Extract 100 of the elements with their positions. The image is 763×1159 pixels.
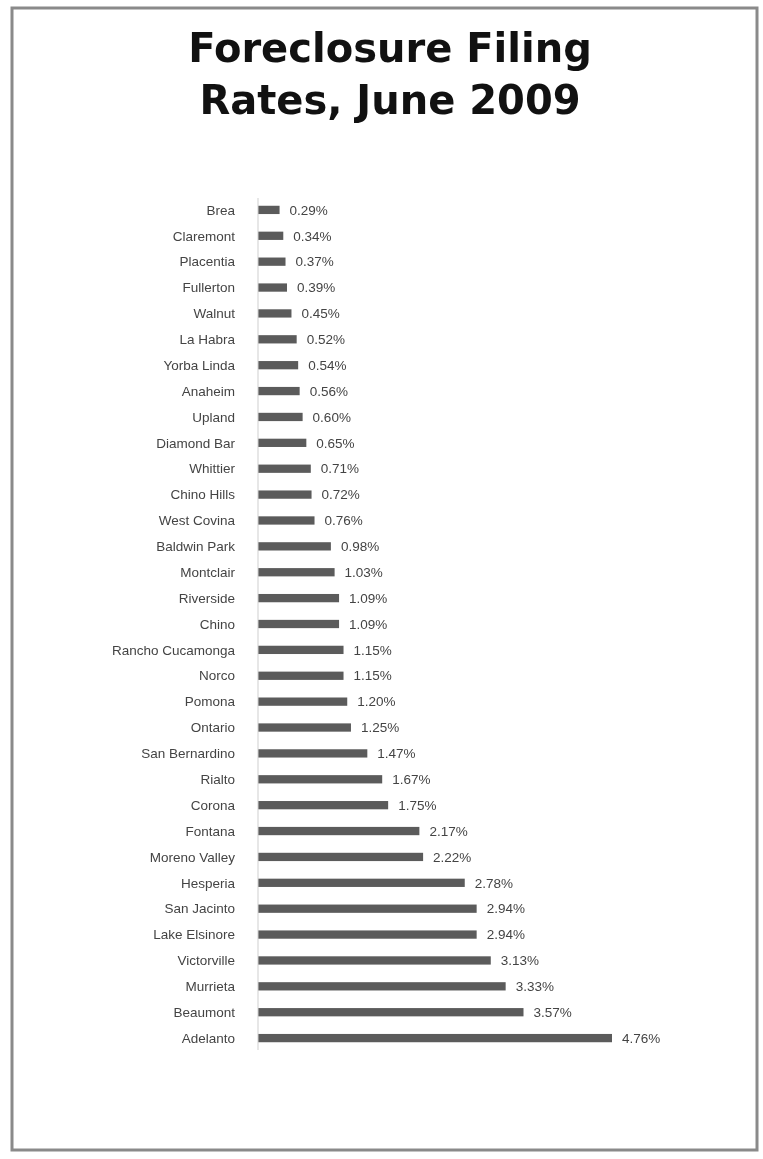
data-label: 0.54%: [308, 357, 347, 373]
data-label: 0.45%: [301, 306, 340, 322]
bar: [258, 775, 383, 784]
bar: [258, 956, 491, 965]
bar: [258, 697, 348, 706]
data-label: 1.20%: [357, 694, 396, 710]
data-label: 1.67%: [392, 772, 431, 788]
data-label: 2.94%: [486, 927, 525, 943]
y-tick-label: Fontana: [185, 823, 236, 839]
bar: [258, 749, 368, 758]
data-label: 0.72%: [321, 487, 360, 503]
bar: [258, 982, 506, 991]
data-label: 1.25%: [360, 720, 400, 736]
data-label: 1.15%: [353, 642, 392, 658]
data-label: 0.76%: [324, 513, 363, 529]
y-tick-label: Norco: [198, 668, 235, 684]
bar: [258, 645, 344, 655]
bar: [258, 671, 344, 680]
y-tick-label: Lake Elsinore: [153, 927, 235, 943]
y-tick-label: Ontario: [190, 720, 235, 736]
y-tick-label: Chino: [199, 616, 235, 632]
data-label: 1.03%: [344, 564, 383, 580]
y-tick-label: Rialto: [200, 772, 235, 788]
data-label: 1.09%: [349, 590, 388, 606]
y-tick-label: Yorba Linda: [163, 357, 236, 373]
data-label: 3.33%: [515, 979, 554, 995]
bar: [258, 231, 284, 240]
bar: [258, 878, 465, 887]
chart-title: Foreclosure Filing Rates, June 2009: [188, 25, 592, 123]
data-label: 1.09%: [349, 616, 388, 632]
y-tick-label: Hesperia: [180, 875, 236, 891]
bar: [258, 542, 331, 551]
data-label: 0.98%: [340, 539, 380, 555]
bar: [258, 1008, 524, 1017]
data-label: 4.76%: [622, 1030, 661, 1046]
bar: [258, 438, 307, 447]
data-label: 0.56%: [309, 383, 348, 399]
data-label: 3.57%: [533, 1004, 572, 1020]
bar: [258, 593, 340, 603]
y-tick-label: Beaumont: [173, 1004, 236, 1020]
y-tick-label: San Bernardino: [141, 746, 235, 762]
bar: [258, 412, 303, 422]
y-tick-label: La Habra: [179, 332, 236, 348]
data-label: 1.15%: [353, 668, 392, 684]
bar: [258, 568, 335, 577]
data-label: 2.17%: [429, 823, 468, 839]
data-label: 0.60%: [312, 409, 351, 425]
y-tick-label: Placentia: [179, 254, 236, 270]
bar: [258, 1033, 612, 1043]
data-label: 0.39%: [297, 280, 336, 296]
y-tick-label: Whittier: [189, 461, 236, 477]
data-label: 1.47%: [377, 746, 416, 762]
y-tick-label: Moreno Valley: [149, 849, 236, 865]
y-tick-label: Fullerton: [182, 280, 235, 296]
y-tick-label: Murrieta: [185, 979, 236, 995]
y-tick-label: San Jacinto: [164, 901, 235, 917]
data-label: 0.34%: [293, 228, 332, 244]
data-label: 0.65%: [316, 435, 355, 451]
y-tick-label: Riverside: [178, 590, 235, 606]
bar: [258, 335, 297, 344]
y-tick-label: Montclair: [180, 564, 236, 580]
bar: [258, 490, 312, 499]
y-tick-label: Pomona: [184, 694, 236, 710]
data-label: 2.22%: [433, 849, 472, 865]
y-tick-label: Brea: [206, 202, 236, 218]
data-label: 2.78%: [474, 875, 514, 891]
bar: [258, 801, 389, 810]
y-tick-label: Baldwin Park: [156, 539, 236, 555]
data-label: 0.71%: [320, 461, 360, 477]
y-tick-label: Victorville: [177, 953, 235, 969]
bar: [258, 464, 311, 473]
y-tick-label: Diamond Bar: [156, 435, 236, 451]
data-label: 0.29%: [289, 202, 328, 218]
data-label: 3.13%: [500, 953, 540, 969]
bar: [258, 361, 299, 370]
bar: [258, 516, 315, 525]
bar: [258, 386, 300, 396]
bar: [258, 619, 340, 629]
bar: [258, 257, 286, 266]
bar: [258, 826, 420, 836]
bar: [258, 309, 292, 318]
bar: [258, 283, 287, 292]
y-tick-label: West Covina: [158, 513, 236, 529]
bar: [258, 852, 424, 862]
data-label: 0.52%: [306, 332, 345, 348]
bar: [258, 904, 477, 913]
y-tick-label: Rancho Cucamonga: [111, 642, 236, 658]
y-tick-label: Anaheim: [181, 383, 235, 399]
y-tick-label: Chino Hills: [170, 487, 236, 503]
bar: [258, 930, 477, 939]
data-label: 1.75%: [398, 797, 437, 813]
y-tick-label: Upland: [192, 409, 235, 425]
bar: [258, 723, 351, 732]
y-tick-label: Corona: [190, 797, 236, 813]
y-tick-label: Adelanto: [181, 1030, 235, 1046]
data-label: 2.94%: [486, 901, 525, 917]
y-tick-label: Claremont: [172, 228, 236, 244]
y-tick-label: Walnut: [193, 306, 236, 322]
bar: [258, 205, 280, 215]
data-label: 0.37%: [295, 254, 334, 270]
